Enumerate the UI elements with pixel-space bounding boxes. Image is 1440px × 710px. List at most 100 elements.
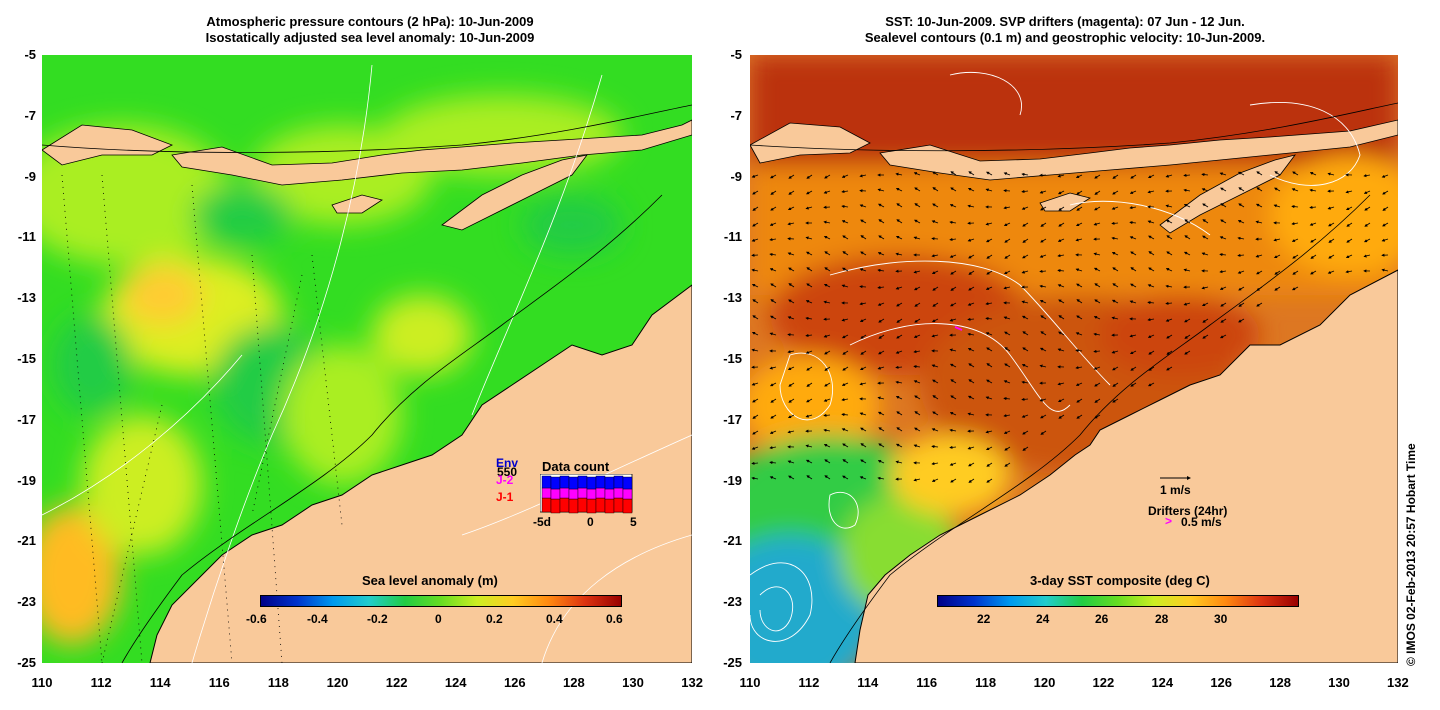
velocity-arrow bbox=[752, 414, 759, 419]
velocity-arrow bbox=[1112, 366, 1119, 371]
velocity-arrow bbox=[1148, 350, 1155, 355]
velocity-arrow bbox=[1075, 382, 1083, 386]
velocity-arrow bbox=[1129, 236, 1137, 240]
left-map-panel[interactable] bbox=[42, 55, 692, 663]
data-count-bar bbox=[541, 497, 552, 513]
velocity-arrow bbox=[1201, 286, 1209, 290]
velocity-arrow bbox=[1238, 302, 1245, 307]
velocity-arrow bbox=[823, 220, 831, 224]
velocity-arrow bbox=[1237, 236, 1245, 240]
y-axis-tick: -13 bbox=[723, 290, 742, 306]
velocity-arrow bbox=[1328, 222, 1335, 227]
left-colorbar-tick: 0 bbox=[435, 612, 442, 626]
velocity-arrow bbox=[1166, 350, 1173, 355]
velocity-arrow bbox=[770, 315, 777, 320]
velocity-arrow bbox=[841, 318, 849, 322]
velocity-arrow bbox=[1129, 350, 1137, 355]
velocity-arrow bbox=[1004, 363, 1011, 368]
x-axis-tick: 122 bbox=[1092, 675, 1115, 690]
lesser-sunda-islands bbox=[171, 119, 692, 186]
velocity-arrow bbox=[914, 187, 921, 192]
right-colorbar-tick: 30 bbox=[1214, 612, 1228, 626]
velocity-arrow bbox=[986, 270, 993, 275]
velocity-arrow bbox=[752, 222, 759, 227]
velocity-arrow bbox=[1219, 172, 1227, 176]
data-count-xtick: -5d bbox=[533, 515, 551, 529]
velocity-arrow bbox=[1147, 174, 1155, 179]
velocity-arrow bbox=[823, 300, 831, 304]
velocity-arrow bbox=[1094, 398, 1101, 403]
velocity-arrow bbox=[985, 396, 993, 400]
shelf-contour bbox=[121, 194, 663, 663]
velocity-arrow bbox=[985, 302, 993, 306]
velocity-arrow bbox=[824, 475, 831, 480]
data-count-bar bbox=[586, 488, 597, 500]
velocity-arrow bbox=[1147, 190, 1155, 194]
velocity-arrow bbox=[1129, 300, 1137, 304]
velocity-arrow bbox=[1075, 174, 1083, 178]
velocity-arrow bbox=[1255, 254, 1263, 258]
velocity-arrow bbox=[877, 302, 885, 306]
velocity-arrow bbox=[1309, 222, 1317, 226]
velocity-arrow bbox=[1291, 222, 1299, 226]
velocity-arrow bbox=[895, 172, 903, 176]
left-colorbar-tick: -0.4 bbox=[307, 612, 328, 626]
x-axis-tick: 126 bbox=[1210, 675, 1233, 690]
data-count-label-env: Env bbox=[496, 456, 519, 470]
velocity-arrow bbox=[752, 206, 759, 211]
right-map-panel[interactable] bbox=[750, 55, 1398, 663]
velocity-arrow bbox=[1022, 254, 1029, 259]
velocity-arrow bbox=[1291, 286, 1299, 291]
velocity-arrow bbox=[877, 285, 885, 290]
velocity-arrow bbox=[1021, 414, 1029, 418]
velocity-arrow bbox=[968, 462, 975, 467]
velocity-arrow bbox=[1057, 284, 1065, 288]
velocity-arrow bbox=[895, 443, 903, 448]
velocity-arrow bbox=[950, 302, 957, 307]
data-count-bar bbox=[550, 498, 561, 514]
velocity-arrow bbox=[769, 332, 777, 336]
velocity-arrow bbox=[788, 267, 795, 272]
velocity-arrow bbox=[913, 380, 921, 384]
velocity-arrow bbox=[967, 187, 975, 192]
velocity-arrow bbox=[985, 286, 993, 290]
y-axis-tick: -7 bbox=[24, 107, 36, 123]
velocity-arrow bbox=[805, 444, 813, 448]
velocity-arrow bbox=[1274, 286, 1281, 291]
velocity-arrow bbox=[1112, 382, 1119, 387]
velocity-arrow bbox=[1003, 172, 1011, 176]
velocity-arrow bbox=[1040, 222, 1047, 227]
velocity-arrow bbox=[1093, 252, 1101, 256]
velocity-arrow bbox=[1058, 331, 1065, 336]
velocity-arrow bbox=[895, 350, 903, 354]
velocity-arrow bbox=[805, 350, 813, 354]
velocity-arrow bbox=[1022, 331, 1029, 336]
velocity-arrow bbox=[985, 430, 993, 434]
velocity-arrow bbox=[1256, 270, 1263, 275]
velocity-arrow bbox=[1076, 190, 1083, 195]
x-axis-tick: 124 bbox=[444, 675, 467, 690]
velocity-arrow bbox=[1292, 171, 1299, 176]
velocity-arrow bbox=[913, 478, 921, 482]
velocity-arrow bbox=[770, 414, 777, 419]
velocity-arrow bbox=[751, 331, 759, 336]
data-count-label-j2: J-2 bbox=[496, 473, 514, 487]
velocity-arrow bbox=[1237, 253, 1245, 257]
velocity-arrow bbox=[805, 206, 813, 210]
velocity-arrow bbox=[949, 445, 957, 449]
velocity-arrow bbox=[806, 475, 813, 480]
velocity-arrow bbox=[1057, 348, 1065, 352]
velocity-arrow bbox=[769, 366, 777, 370]
velocity-arrow bbox=[1058, 206, 1065, 211]
velocity-arrow bbox=[914, 395, 921, 400]
velocity-arrow bbox=[788, 283, 795, 288]
velocity-arrow bbox=[1256, 171, 1263, 176]
velocity-arrow bbox=[913, 364, 921, 369]
velocity-arrow bbox=[914, 318, 921, 323]
velocity-arrow bbox=[1255, 203, 1263, 208]
velocity-arrow bbox=[787, 206, 795, 211]
velocity-arrow bbox=[787, 430, 795, 434]
x-axis-tick: 114 bbox=[857, 675, 879, 690]
velocity-arrow bbox=[859, 382, 867, 386]
velocity-arrow bbox=[1309, 172, 1317, 176]
